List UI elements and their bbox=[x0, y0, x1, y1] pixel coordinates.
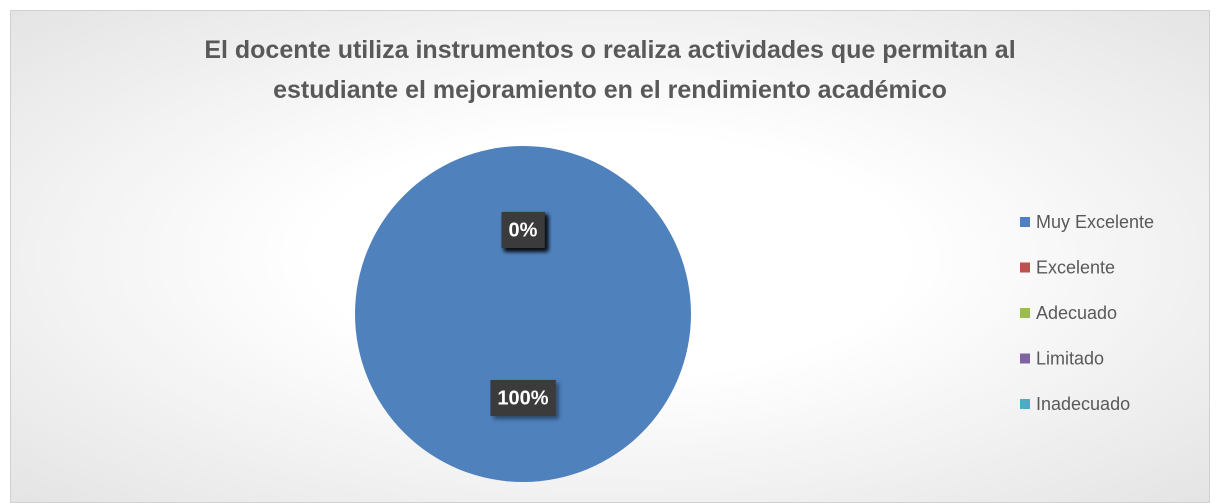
data-label-text: 100% bbox=[497, 387, 548, 409]
legend-label: Limitado bbox=[1036, 348, 1104, 368]
data-label-text: 0% bbox=[509, 219, 538, 241]
legend-swatch bbox=[1020, 217, 1030, 227]
legend-swatch bbox=[1020, 308, 1030, 318]
data-label-box bbox=[490, 380, 556, 416]
legend-label: Excelente bbox=[1036, 257, 1115, 277]
pie-slice bbox=[355, 146, 691, 482]
legend-swatch bbox=[1020, 353, 1030, 364]
legend-label: Inadecuado bbox=[1036, 394, 1130, 414]
data-label: 100% bbox=[490, 380, 556, 416]
data-label-box bbox=[501, 212, 545, 248]
legend-swatch bbox=[1020, 262, 1030, 273]
legend-label: Adecuado bbox=[1036, 303, 1117, 323]
data-label: 0% bbox=[501, 212, 545, 248]
legend-label: Muy Excelente bbox=[1036, 212, 1154, 232]
chart-title: El docente utiliza instrumentos o realiz… bbox=[204, 36, 1016, 104]
legend-swatch bbox=[1020, 399, 1030, 409]
